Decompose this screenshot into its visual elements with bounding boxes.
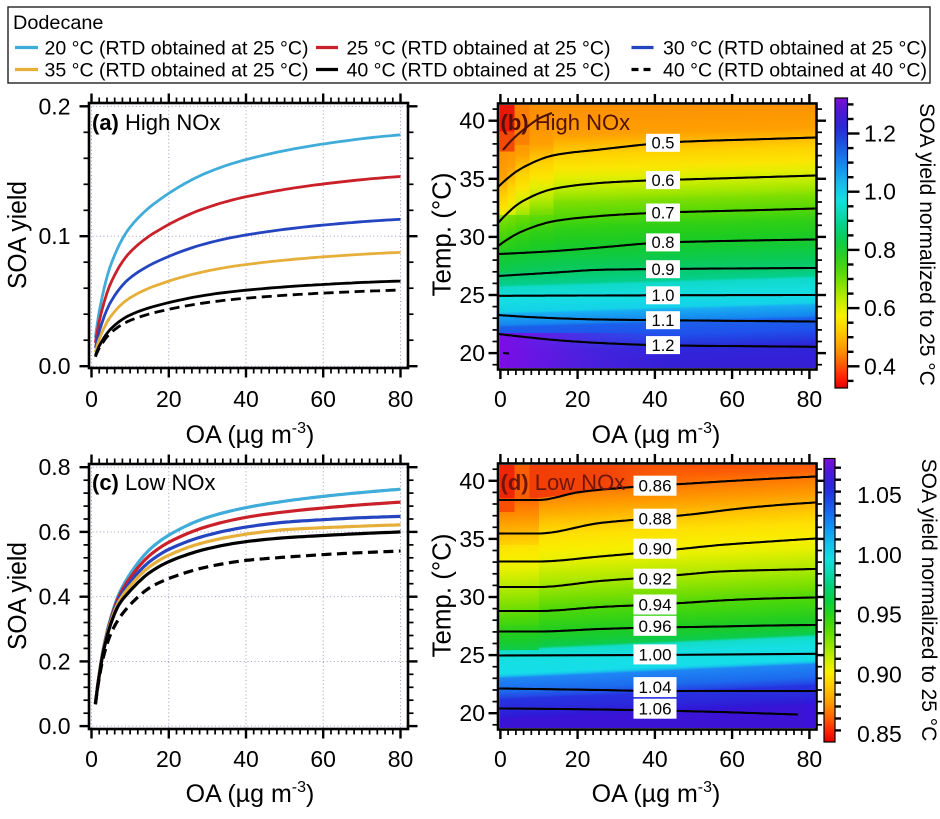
svg-text:(c) Low NOx: (c) Low NOx <box>92 470 215 495</box>
svg-text:(d) Low NOx: (d) Low NOx <box>501 470 626 495</box>
svg-text:SOA yield normalized to 25 °C: SOA yield normalized to 25 °C <box>915 103 938 386</box>
svg-text:0.4: 0.4 <box>864 353 896 379</box>
svg-text:80: 80 <box>388 386 414 412</box>
svg-text:SOA yield normalized to 25 °C: SOA yield normalized to 25 °C <box>917 459 940 742</box>
svg-text:0.0: 0.0 <box>39 353 71 379</box>
svg-text:0.6: 0.6 <box>652 172 675 190</box>
svg-text:0.92: 0.92 <box>638 570 671 589</box>
svg-text:1.2: 1.2 <box>652 337 675 355</box>
svg-text:0.9: 0.9 <box>652 261 675 279</box>
svg-text:60: 60 <box>719 386 745 412</box>
svg-text:0.90: 0.90 <box>857 661 902 687</box>
svg-text:20: 20 <box>156 386 182 412</box>
svg-text:0.1: 0.1 <box>39 223 71 249</box>
svg-text:1.06: 1.06 <box>638 700 671 719</box>
svg-text:20: 20 <box>156 746 182 772</box>
svg-text:40: 40 <box>459 468 485 494</box>
svg-text:80: 80 <box>797 746 823 772</box>
svg-text:40: 40 <box>642 386 668 412</box>
svg-text:40: 40 <box>459 108 485 134</box>
svg-text:60: 60 <box>310 746 336 772</box>
svg-text:0: 0 <box>494 746 507 772</box>
svg-text:20: 20 <box>459 340 485 366</box>
svg-text:0: 0 <box>494 386 507 412</box>
svg-text:35 °C (RTD obtained at 25 °C): 35 °C (RTD obtained at 25 °C) <box>45 60 309 82</box>
svg-text:1.2: 1.2 <box>864 121 896 147</box>
svg-text:0.5: 0.5 <box>652 135 675 153</box>
svg-text:0.95: 0.95 <box>857 602 902 628</box>
svg-text:1.05: 1.05 <box>857 482 902 508</box>
svg-text:0.8: 0.8 <box>652 234 675 252</box>
svg-text:0.86: 0.86 <box>638 477 671 496</box>
svg-text:80: 80 <box>797 386 823 412</box>
svg-text:0.6: 0.6 <box>864 295 896 321</box>
svg-text:1.0: 1.0 <box>652 287 675 305</box>
svg-text:1.00: 1.00 <box>857 542 902 568</box>
svg-text:40 °C (RTD obtained at 25 °C): 40 °C (RTD obtained at 25 °C) <box>347 60 611 82</box>
svg-text:1.0: 1.0 <box>864 179 896 205</box>
svg-text:20 °C (RTD obtained at 25 °C): 20 °C (RTD obtained at 25 °C) <box>45 38 309 60</box>
svg-text:60: 60 <box>719 746 745 772</box>
svg-text:60: 60 <box>310 386 336 412</box>
svg-text:0.85: 0.85 <box>857 721 902 747</box>
svg-text:0.6: 0.6 <box>39 519 71 545</box>
svg-text:0.0: 0.0 <box>39 713 71 739</box>
svg-text:0: 0 <box>85 746 98 772</box>
svg-text:0.94: 0.94 <box>638 596 671 615</box>
svg-text:20: 20 <box>459 700 485 726</box>
svg-text:0.4: 0.4 <box>39 584 71 610</box>
svg-text:35: 35 <box>459 166 485 192</box>
svg-text:25 °C (RTD obtained at 25 °C): 25 °C (RTD obtained at 25 °C) <box>347 38 611 60</box>
svg-text:80: 80 <box>388 746 414 772</box>
svg-text:30: 30 <box>459 584 485 610</box>
svg-text:25: 25 <box>459 282 485 308</box>
svg-text:Temp. (°C): Temp. (°C) <box>429 534 457 658</box>
svg-text:30 °C (RTD obtained at 25 °C): 30 °C (RTD obtained at 25 °C) <box>663 38 927 60</box>
svg-text:20: 20 <box>565 386 591 412</box>
svg-text:0.2: 0.2 <box>39 648 71 674</box>
svg-text:0.90: 0.90 <box>638 540 671 559</box>
svg-text:40: 40 <box>233 386 259 412</box>
svg-text:1.00: 1.00 <box>638 645 671 664</box>
svg-text:OA (µg m-3): OA (µg m-3) <box>186 779 315 808</box>
svg-text:0.96: 0.96 <box>638 617 671 636</box>
svg-text:25: 25 <box>459 642 485 668</box>
svg-text:40 °C (RTD obtained at 40 °C): 40 °C (RTD obtained at 40 °C) <box>663 60 927 82</box>
svg-text:(b) High NOx: (b) High NOx <box>501 110 631 135</box>
svg-text:35: 35 <box>459 526 485 552</box>
svg-text:0.7: 0.7 <box>652 204 675 222</box>
svg-text:0.88: 0.88 <box>638 510 671 529</box>
svg-text:40: 40 <box>233 746 259 772</box>
svg-text:0.2: 0.2 <box>39 93 71 119</box>
svg-text:0.8: 0.8 <box>39 454 71 480</box>
svg-text:0.8: 0.8 <box>864 237 896 263</box>
svg-text:1.1: 1.1 <box>652 312 675 330</box>
svg-text:30: 30 <box>459 224 485 250</box>
svg-text:(a) High NOx: (a) High NOx <box>92 110 220 135</box>
svg-text:0: 0 <box>85 386 98 412</box>
svg-text:SOA yield: SOA yield <box>4 542 32 650</box>
svg-text:SOA yield: SOA yield <box>4 181 32 289</box>
svg-text:1.04: 1.04 <box>638 678 671 697</box>
svg-text:Temp. (°C): Temp. (°C) <box>429 173 457 297</box>
svg-text:Dodecane: Dodecane <box>13 12 103 34</box>
svg-text:40: 40 <box>642 746 668 772</box>
svg-text:20: 20 <box>565 746 591 772</box>
